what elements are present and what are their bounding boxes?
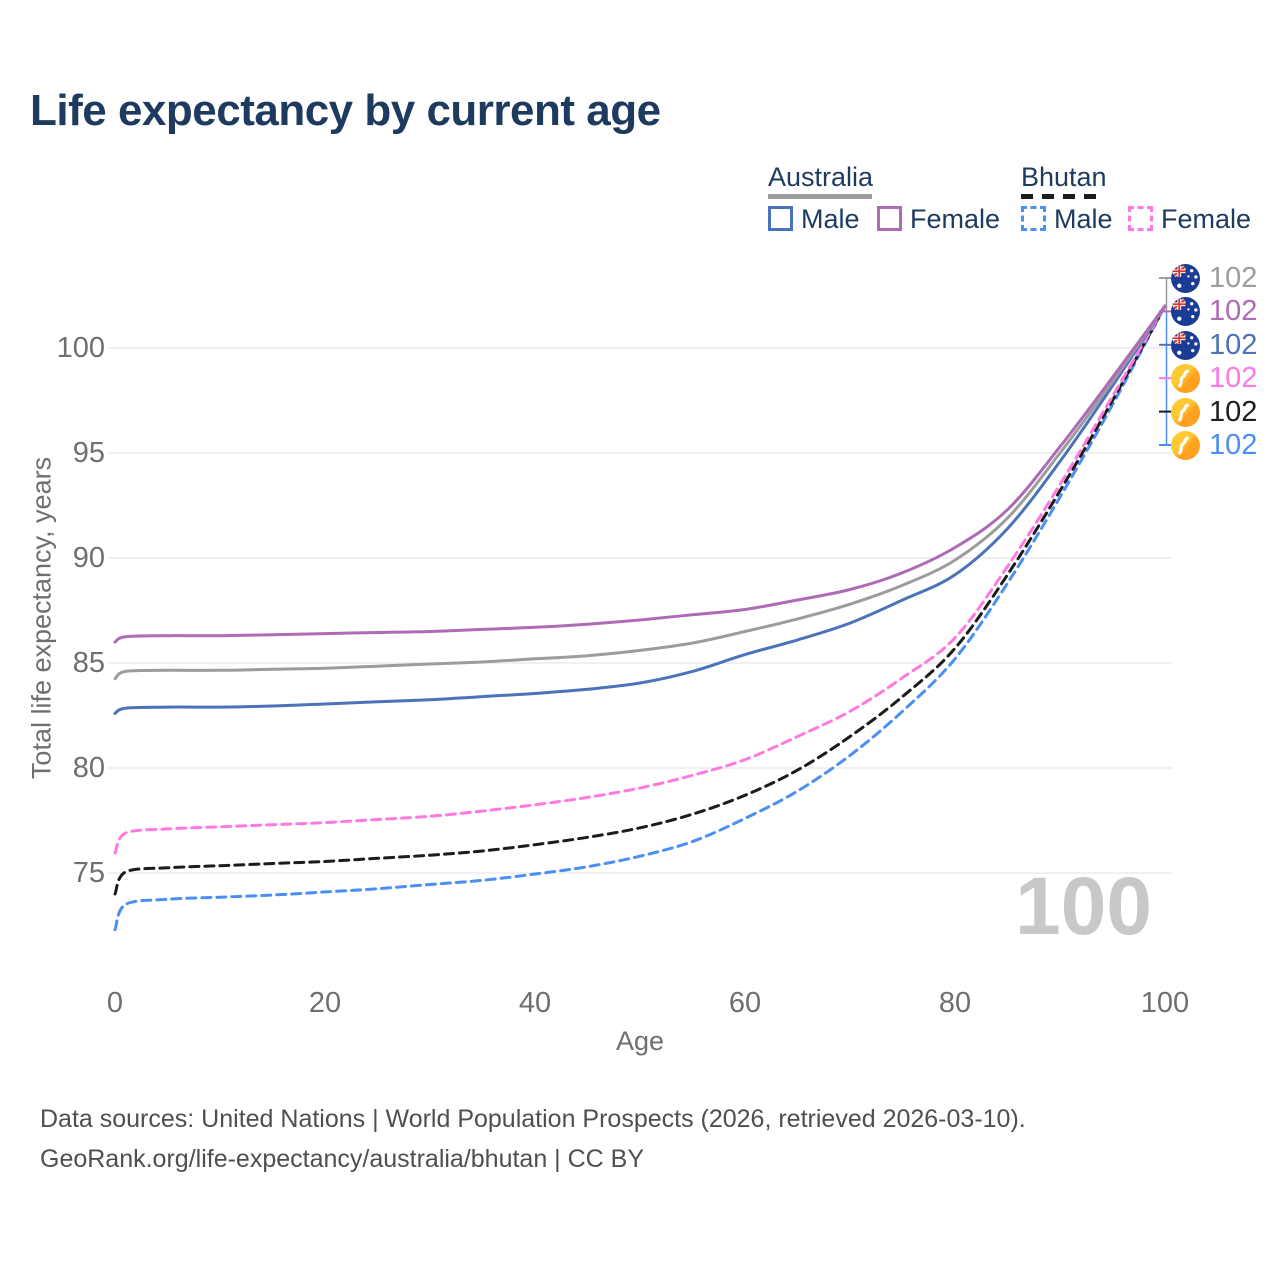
footer-attribution: GeoRank.org/life-expectancy/australia/bh… (40, 1145, 645, 1173)
y-tick-100: 100 (56, 332, 105, 364)
end-label-bhutan-male: 102 (1171, 430, 1257, 460)
y-axis-title: Total life expectancy, years (26, 456, 57, 780)
y-tick-85: 85 (72, 647, 105, 679)
y-tick-80: 80 (72, 752, 105, 784)
age-watermark: 100 (1015, 861, 1152, 952)
x-tick-100: 100 (1140, 987, 1190, 1019)
y-tick-95: 95 (72, 437, 105, 469)
bhutan-flag-icon (1171, 431, 1200, 460)
x-tick-0: 0 (106, 987, 124, 1019)
y-tick-90: 90 (72, 542, 105, 574)
series-line-australia[interactable] (113, 304, 1167, 681)
end-label-bhutan-total: 102 (1171, 397, 1257, 427)
series-line-bhutan-male[interactable] (113, 304, 1167, 932)
x-tick-60: 60 (728, 987, 762, 1019)
legend-label-australia-male[interactable]: Male (801, 204, 860, 234)
y-tick-75: 75 (72, 857, 105, 889)
x-tick-80: 80 (938, 987, 972, 1019)
legend-swatch-bhutan-male[interactable] (1021, 206, 1046, 231)
series-line-australia-male[interactable] (113, 304, 1167, 715)
end-label-bhutan-female: 102 (1171, 363, 1257, 393)
bhutan-flag-icon (1171, 398, 1200, 427)
bhutan-flag-icon (1171, 364, 1200, 393)
end-value: 102 (1209, 396, 1258, 428)
page-title: Life expectancy by current age (30, 86, 661, 135)
end-label-australia-male: 102 (1171, 330, 1257, 360)
legend-label-bhutan-male[interactable]: Male (1054, 204, 1113, 234)
australia-flag-icon (1171, 331, 1200, 360)
end-value: 102 (1209, 262, 1258, 294)
series-line-bhutan-female[interactable] (113, 304, 1167, 855)
legend-swatch-australia-female[interactable] (877, 206, 902, 231)
legend-australia-line-sample (768, 194, 872, 199)
x-tick-40: 40 (518, 987, 552, 1019)
legend-swatch-australia-male[interactable] (768, 206, 793, 231)
series-line-bhutan[interactable] (113, 304, 1167, 896)
x-tick-20: 20 (308, 987, 342, 1019)
end-value: 102 (1209, 295, 1258, 327)
end-value: 102 (1209, 429, 1258, 461)
legend-label-australia-female[interactable]: Female (910, 204, 1001, 234)
end-value: 102 (1209, 329, 1258, 361)
australia-flag-icon (1171, 264, 1200, 293)
end-value: 102 (1209, 362, 1258, 394)
legend-bhutan-line-sample (1021, 194, 1105, 199)
end-label-australia-total: 102 (1171, 263, 1257, 293)
legend-swatch-bhutan-female[interactable] (1128, 206, 1153, 231)
series-line-australia-female[interactable] (113, 304, 1167, 644)
legend-label-bhutan-female[interactable]: Female (1161, 204, 1252, 234)
legend-group-australia[interactable]: Australia (768, 162, 874, 192)
legend-group-bhutan[interactable]: Bhutan (1021, 162, 1107, 192)
australia-flag-icon (1171, 297, 1200, 326)
end-label-australia-female: 102 (1171, 296, 1257, 326)
x-axis-title: Age (615, 1026, 665, 1056)
footer-data-sources: Data sources: United Nations | World Pop… (40, 1105, 1026, 1133)
